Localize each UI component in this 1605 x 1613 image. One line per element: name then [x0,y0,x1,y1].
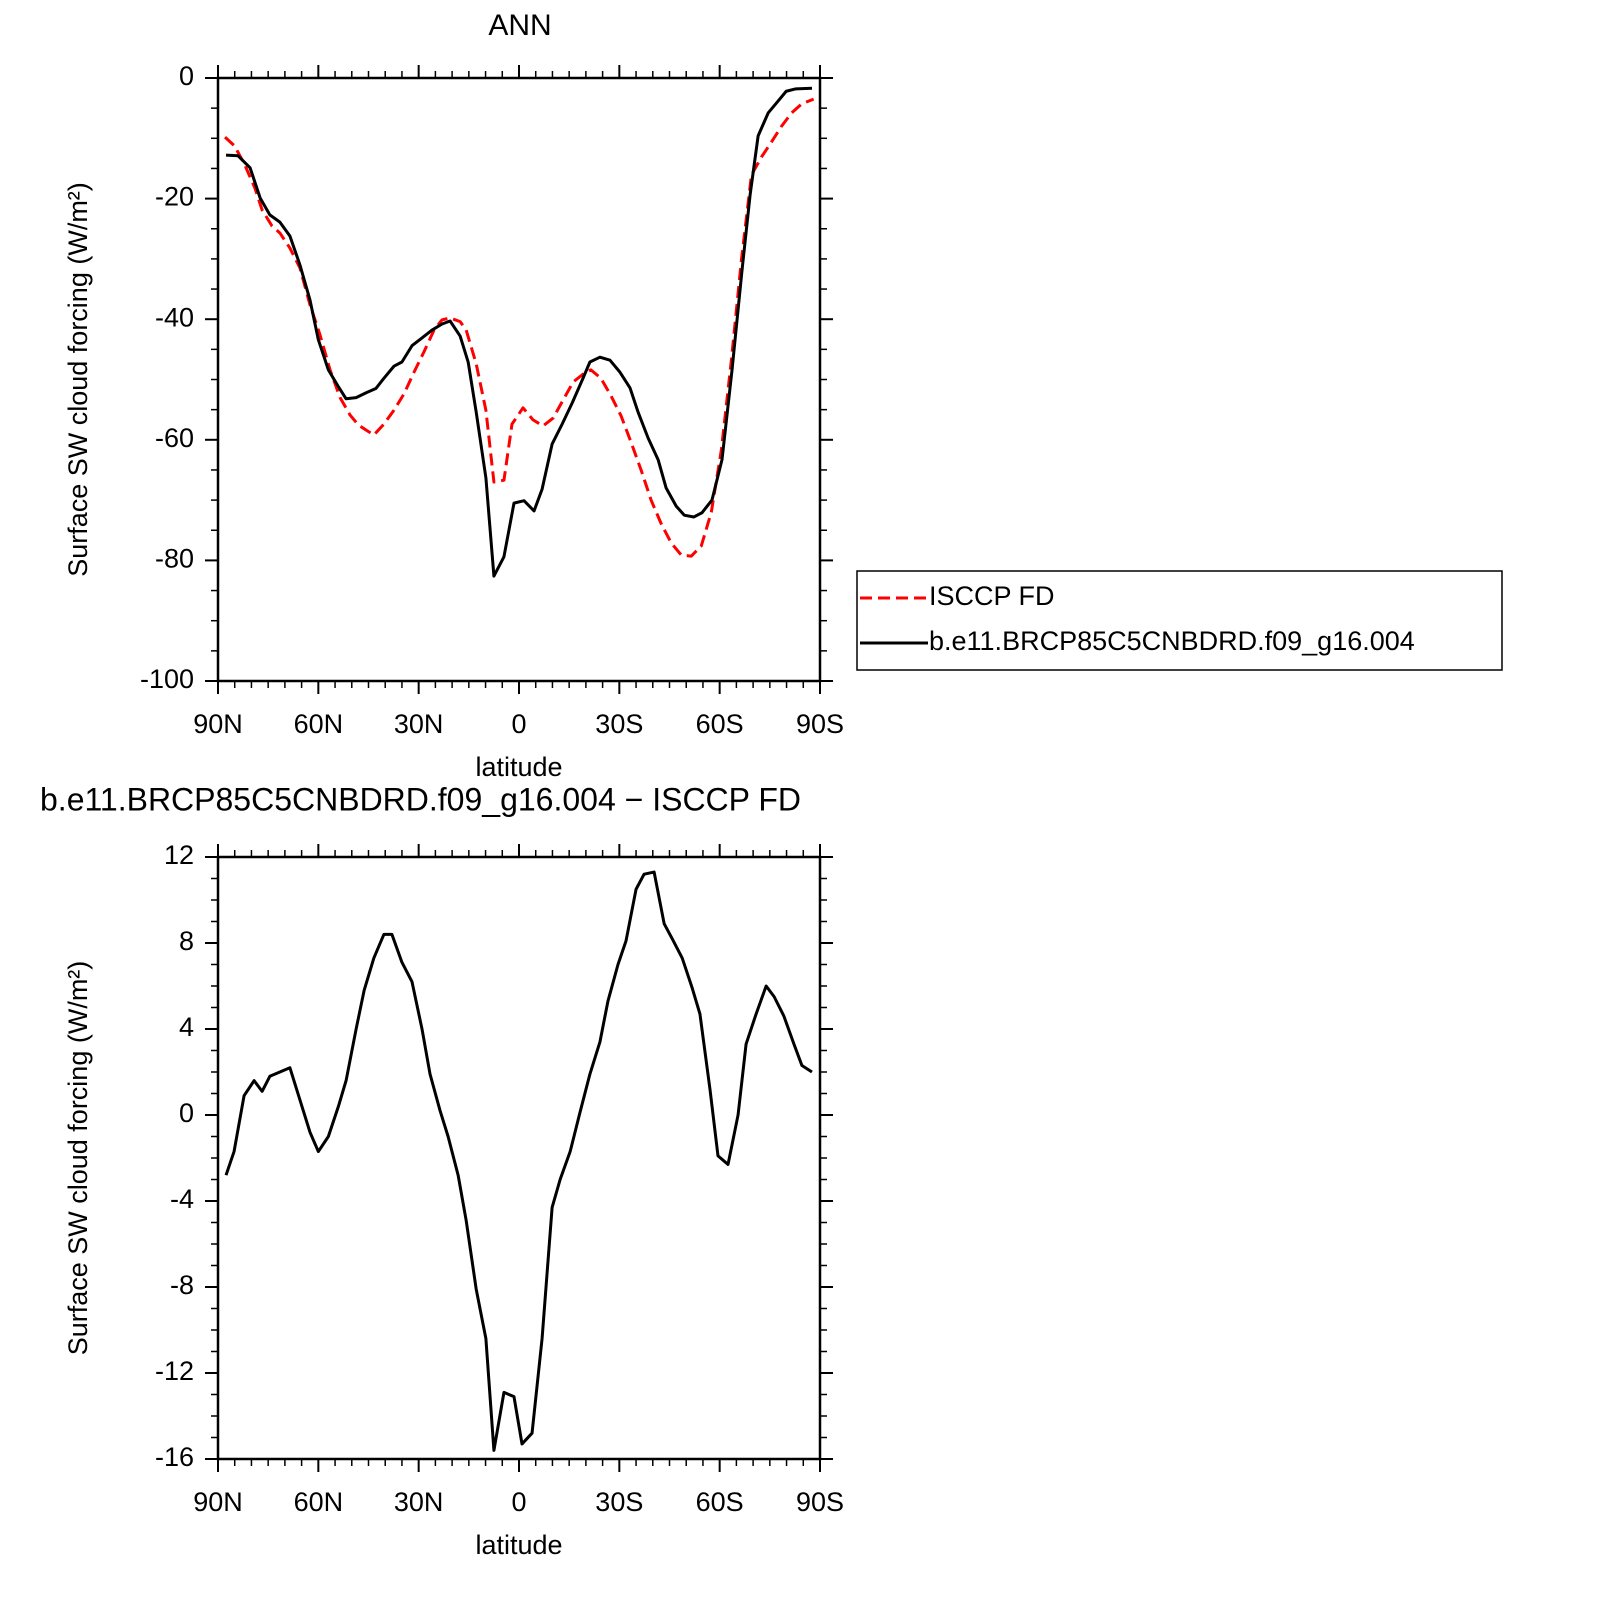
y-tick-label: 0 [179,1098,194,1128]
x-tick-label: 0 [511,1487,526,1517]
y-tick-label: -12 [155,1356,194,1386]
y-axis-label: Surface SW cloud forcing (W/m²) [63,961,93,1356]
x-tick-label: 90S [796,709,844,739]
data-line [224,870,813,1452]
legend-label: ISCCP FD [929,581,1055,611]
x-tick-label: 60N [294,709,344,739]
y-tick-label: -80 [155,544,194,574]
y-tick-label: -4 [170,1184,194,1214]
x-axis-label: latitude [475,1530,562,1560]
y-tick-label: 8 [179,926,194,956]
x-tick-label: 60N [294,1487,344,1517]
chart-title: b.e11.BRCP85C5CNBDRD.f09_g16.004 − ISCCP… [40,781,801,817]
x-tick-label: 0 [511,709,526,739]
y-tick-label: -100 [140,664,194,694]
y-tick-label: 12 [164,840,194,870]
x-tick-label: 30N [394,1487,444,1517]
x-tick-label: 60S [696,709,744,739]
y-tick-label: -8 [170,1270,194,1300]
x-tick-label: 30S [595,1487,643,1517]
legend-box [856,570,1503,671]
y-tick-label: -60 [155,423,194,453]
legend-label: b.e11.BRCP85C5CNBDRD.f09_g16.004 [929,626,1415,656]
x-tick-label: 30N [394,709,444,739]
x-tick-label: 90S [796,1487,844,1517]
y-tick-label: -20 [155,182,194,212]
y-tick-label: -40 [155,302,194,332]
data-line [225,86,813,578]
y-tick-label: -16 [155,1442,194,1472]
chart-title: ANN [488,9,551,42]
x-tick-label: 90N [193,709,243,739]
data-line [223,97,815,558]
plot-frame [216,855,822,1461]
x-tick-label: 90N [193,1487,243,1517]
plot-frame [216,76,822,683]
x-tick-label: 30S [595,709,643,739]
x-axis-label: latitude [475,752,562,782]
y-tick-label: 4 [179,1012,194,1042]
y-axis-label: Surface SW cloud forcing (W/m²) [63,182,93,577]
x-tick-label: 60S [696,1487,744,1517]
y-tick-label: 0 [179,61,194,91]
